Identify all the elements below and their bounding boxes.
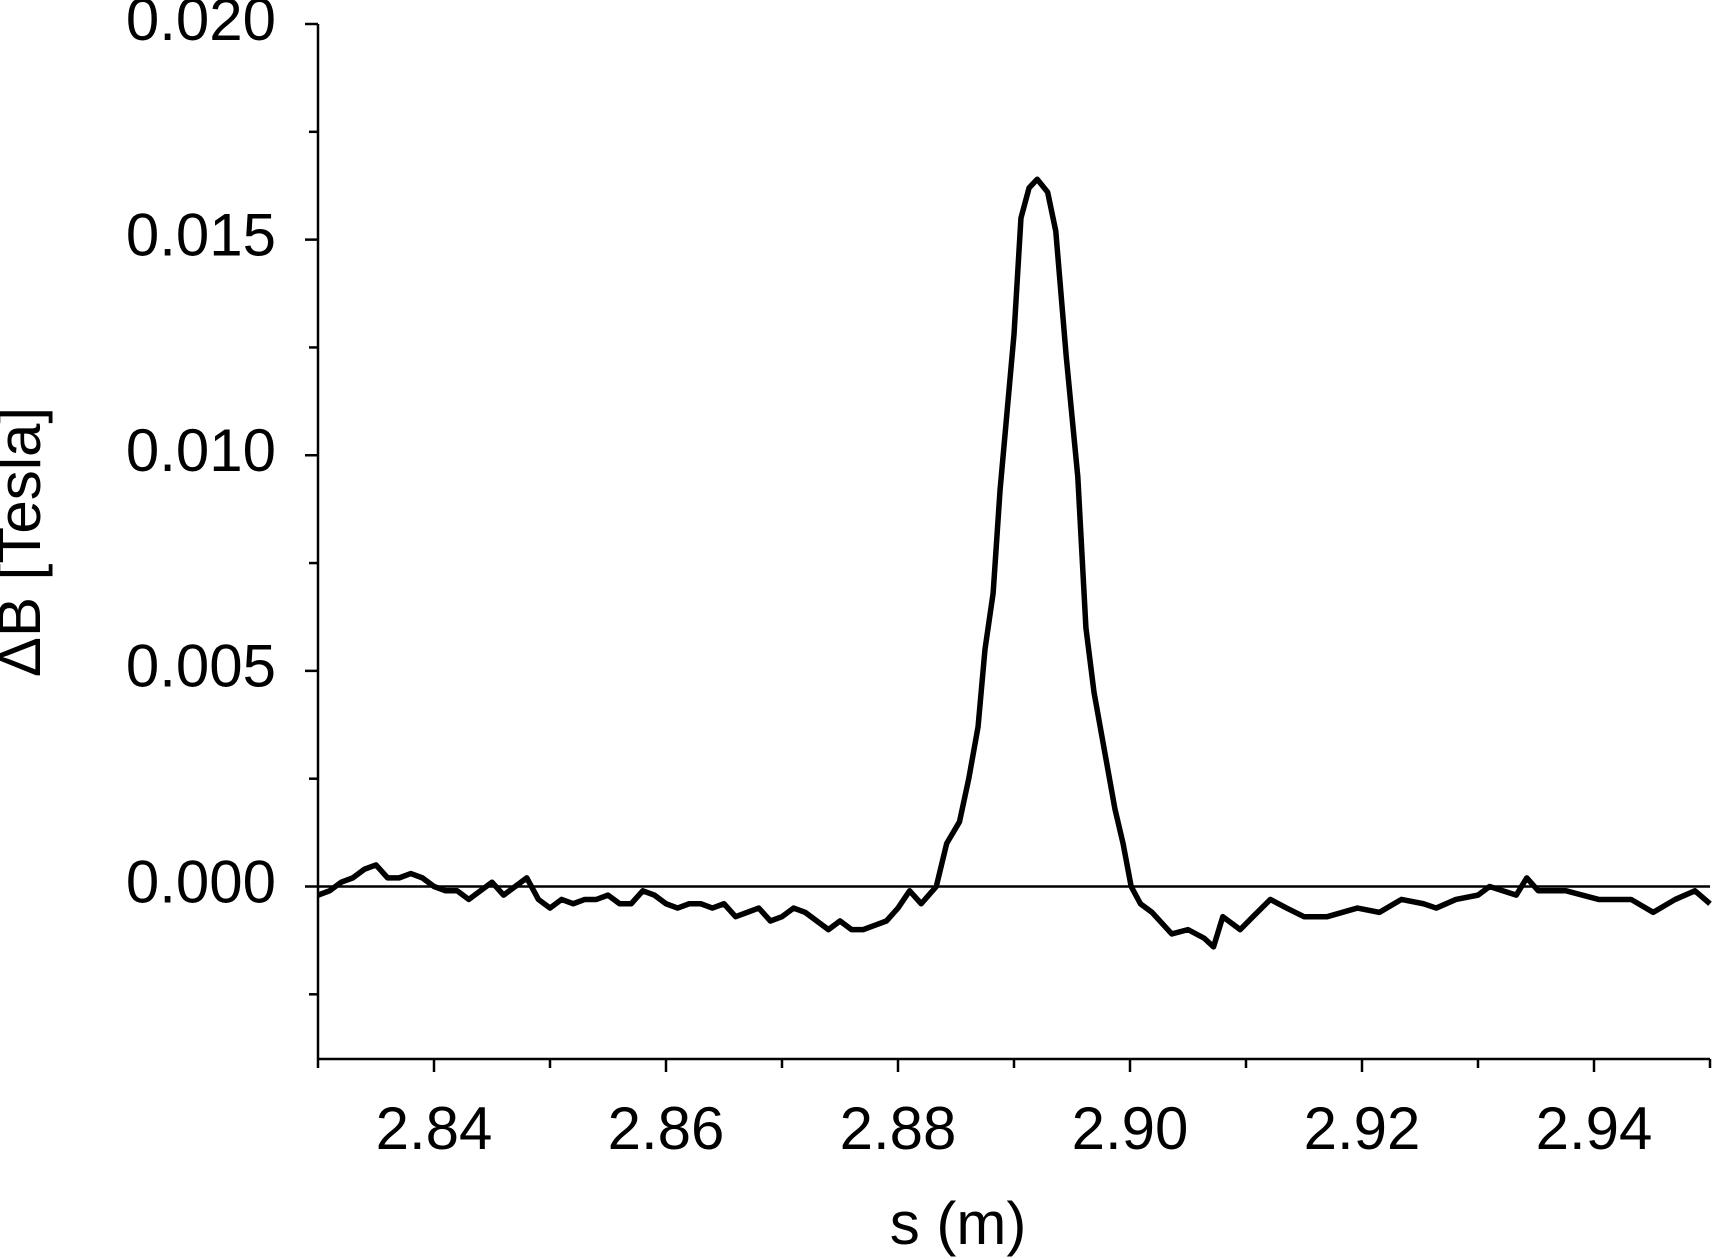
x-axis-label: s (m): [890, 1190, 1027, 1257]
x-tick-label: 2.88: [840, 1095, 957, 1162]
y-axis-label: ΔB [Tesla]: [0, 407, 53, 677]
x-tick-label: 2.86: [608, 1095, 725, 1162]
x-tick-label: 2.94: [1536, 1095, 1653, 1162]
y-tick-label: 0.000: [126, 848, 276, 915]
y-tick-label: 0.015: [126, 201, 276, 268]
y-tick-label: 0.020: [126, 0, 276, 53]
x-tick-label: 2.90: [1072, 1095, 1189, 1162]
data-line: [317, 176, 1712, 950]
y-tick-label: 0.010: [126, 417, 276, 484]
x-tick-label: 2.84: [376, 1095, 493, 1162]
x-tick-label: 2.92: [1304, 1095, 1421, 1162]
y-tick-label: 0.005: [126, 633, 276, 700]
